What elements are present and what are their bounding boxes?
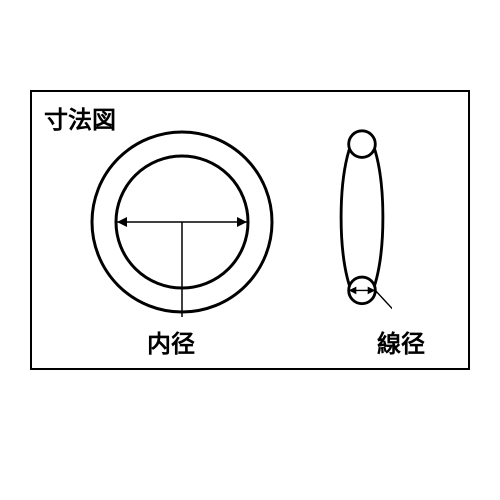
ring-side-view	[332, 127, 392, 317]
ring-front-view	[87, 127, 277, 317]
inner-diameter-label: 内径	[147, 324, 195, 359]
wire-diameter-label: 線径	[377, 324, 425, 359]
dimension-diagram: 寸法図 内径	[30, 90, 470, 370]
